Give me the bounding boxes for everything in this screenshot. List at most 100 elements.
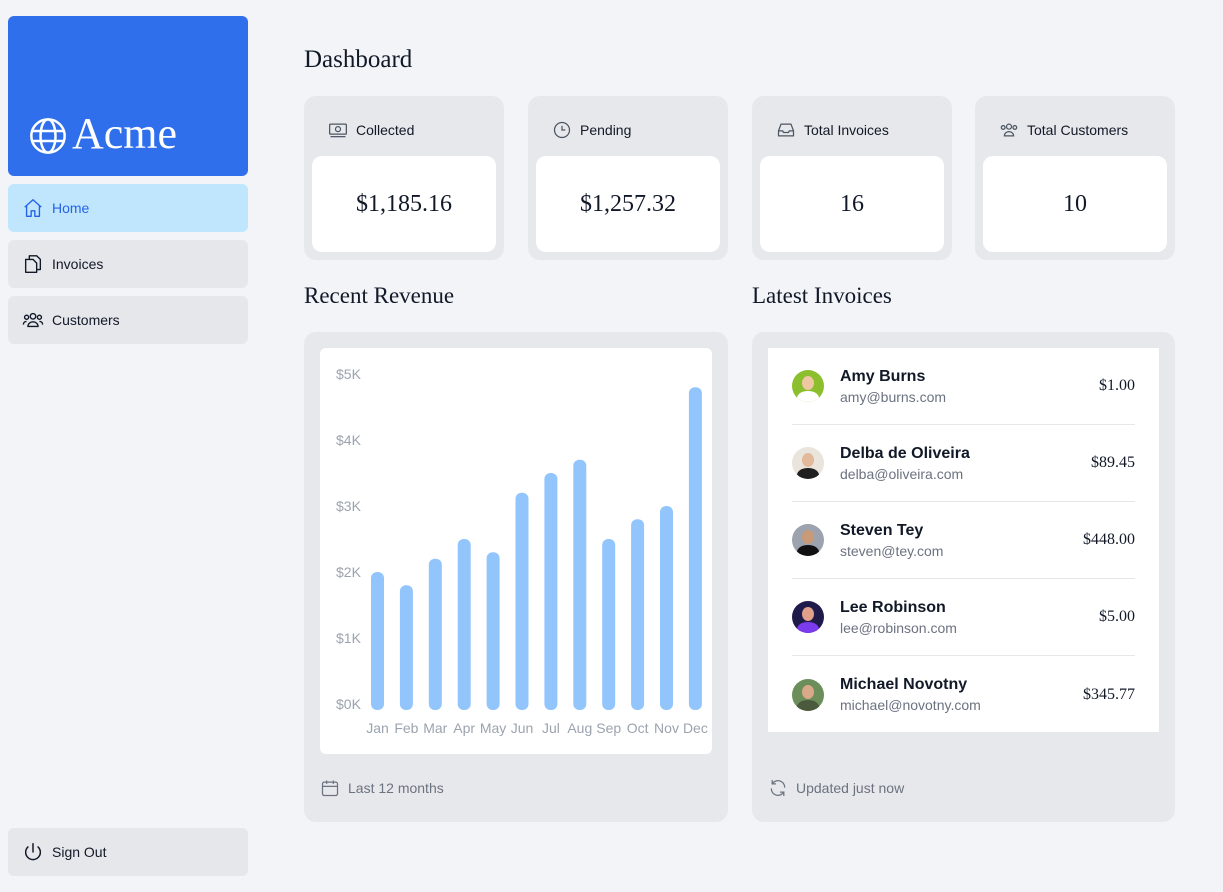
- bar-jun: [515, 492, 529, 710]
- bar-feb: [399, 585, 413, 710]
- page-title: Dashboard: [304, 46, 413, 73]
- user-group-icon: [22, 312, 44, 328]
- sidebar-item-invoices[interactable]: Invoices: [8, 240, 248, 288]
- invoice-amount: $448.00: [1083, 531, 1135, 548]
- x-tick-label: Jun: [511, 720, 534, 736]
- invoice-name: Michael Novotny: [840, 676, 968, 693]
- invoice-amount: $89.45: [1091, 454, 1135, 471]
- sign-out-label: Sign Out: [52, 844, 107, 860]
- sidebar-item-label: Invoices: [52, 256, 104, 272]
- x-tick-label: Dec: [683, 720, 708, 736]
- calendar-icon: [321, 780, 339, 797]
- list-item[interactable]: Steven Tey steven@tey.com $448.00: [792, 502, 1135, 579]
- invoice-name: Steven Tey: [840, 521, 924, 539]
- latest-invoices-title: Latest Invoices: [752, 283, 892, 308]
- x-tick-label: Sep: [596, 720, 621, 736]
- bar-jul: [544, 473, 558, 710]
- y-tick-label: $1K: [336, 630, 362, 646]
- user-group-icon: [1000, 123, 1018, 137]
- brand-name: Acme: [72, 109, 178, 158]
- card-value: $1,185.16: [312, 156, 496, 252]
- revenue-footer-text: Last 12 months: [348, 780, 444, 796]
- bar-aug: [573, 459, 587, 710]
- revenue-footer: Last 12 months: [320, 778, 444, 798]
- invoice-amount: $1.00: [1099, 377, 1135, 394]
- invoice-email: michael@novotny.com: [840, 697, 981, 713]
- acme-logo[interactable]: Acme: [8, 16, 248, 176]
- list-item[interactable]: Michael Novotny michael@novotny.com $345…: [792, 656, 1135, 733]
- card-total-invoices: Total Invoices 16: [752, 96, 952, 260]
- card-pending: Pending $1,257.32: [528, 96, 728, 260]
- recent-revenue-title: Recent Revenue: [304, 283, 455, 308]
- list-item[interactable]: Lee Robinson lee@robinson.com $5.00: [792, 579, 1135, 656]
- revenue-chart: $0K $1K $2K $3K $4K $5K Jan Feb Mar Apr May Jun Jul A…: [320, 348, 712, 754]
- banknotes-icon: [329, 123, 347, 138]
- invoice-name: Delba de Oliveira: [840, 444, 970, 462]
- invoice-list: Amy Burns amy@burns.com $1.00 Delba de O…: [768, 348, 1159, 732]
- bar-nov: [660, 506, 673, 710]
- avatar: [792, 370, 824, 402]
- y-tick-label: $0K: [336, 696, 362, 712]
- avatar: [792, 447, 824, 479]
- avatar: [792, 601, 824, 633]
- invoice-name: Amy Burns: [840, 367, 926, 385]
- invoice-email: steven@tey.com: [840, 542, 944, 559]
- power-icon: [24, 843, 42, 861]
- clock-icon: [553, 121, 571, 139]
- card-total-customers: Total Customers 10: [975, 96, 1175, 260]
- x-tick-label: Oct: [627, 720, 649, 736]
- refresh-icon: [770, 779, 786, 797]
- x-tick-label: Jan: [366, 720, 389, 736]
- bar-mar: [428, 558, 442, 710]
- sidebar-item-home[interactable]: Home: [8, 184, 248, 232]
- invoice-email: lee@robinson.com: [840, 619, 957, 636]
- x-tick-label: Feb: [394, 720, 418, 736]
- bar-apr: [457, 539, 471, 710]
- invoice-email: delba@oliveira.com: [840, 465, 964, 482]
- revenue-chart-svg: $0K $1K $2K $3K $4K $5K Jan Feb Mar Apr May Jun Jul A…: [336, 366, 708, 736]
- card-collected: Collected $1,185.16: [304, 96, 504, 260]
- card-label: Pending: [580, 122, 632, 138]
- bar-dec: [688, 387, 702, 710]
- card-label: Total Customers: [1027, 122, 1129, 138]
- invoice-amount: $5.00: [1099, 608, 1135, 625]
- invoice-name: Lee Robinson: [840, 598, 946, 616]
- invoice-email: amy@burns.com: [840, 388, 947, 405]
- document-duplicate-icon: [24, 255, 42, 273]
- x-tick-label: Apr: [453, 720, 475, 736]
- card-label: Total Invoices: [804, 122, 889, 138]
- card-value: 10: [983, 156, 1167, 252]
- sidebar-item-label: Home: [52, 200, 90, 216]
- y-tick-label: $2K: [336, 564, 362, 580]
- avatar: [792, 524, 824, 556]
- y-tick-label: $3K: [336, 498, 362, 514]
- latest-invoices-panel: Amy Burns amy@burns.com $1.00 Delba de O…: [752, 332, 1175, 822]
- sidebar-item-customers[interactable]: Customers: [8, 296, 248, 344]
- invoices-footer-text: Updated just now: [796, 780, 905, 796]
- card-value: $1,257.32: [536, 156, 720, 252]
- bar-oct: [631, 519, 645, 710]
- home-icon: [24, 199, 42, 217]
- bar-may: [486, 552, 500, 710]
- invoice-amount: $345.77: [1083, 685, 1135, 703]
- bar-sep: [602, 539, 616, 710]
- x-tick-label: Aug: [567, 720, 592, 736]
- sidebar-item-label: Customers: [52, 312, 120, 328]
- card-label: Collected: [356, 122, 415, 138]
- invoices-footer: Updated just now: [768, 778, 904, 798]
- card-value: 16: [760, 156, 944, 252]
- bar-jan: [371, 572, 384, 710]
- avatar: [792, 678, 824, 711]
- x-tick-label: Mar: [423, 720, 447, 736]
- x-tick-label: May: [480, 720, 506, 736]
- list-item[interactable]: Delba de Oliveira delba@oliveira.com $89…: [792, 425, 1135, 502]
- revenue-panel: $0K $1K $2K $3K $4K $5K Jan Feb Mar Apr May Jun Jul A…: [304, 332, 728, 822]
- globe-icon: [30, 118, 66, 154]
- x-tick-label: Nov: [654, 720, 679, 736]
- y-tick-label: $5K: [336, 366, 362, 382]
- x-tick-label: Jul: [542, 720, 560, 736]
- y-tick-label: $4K: [336, 432, 362, 448]
- inbox-icon: [777, 123, 795, 137]
- sign-out-button[interactable]: Sign Out: [8, 828, 248, 876]
- list-item[interactable]: Amy Burns amy@burns.com $1.00: [792, 348, 1135, 425]
